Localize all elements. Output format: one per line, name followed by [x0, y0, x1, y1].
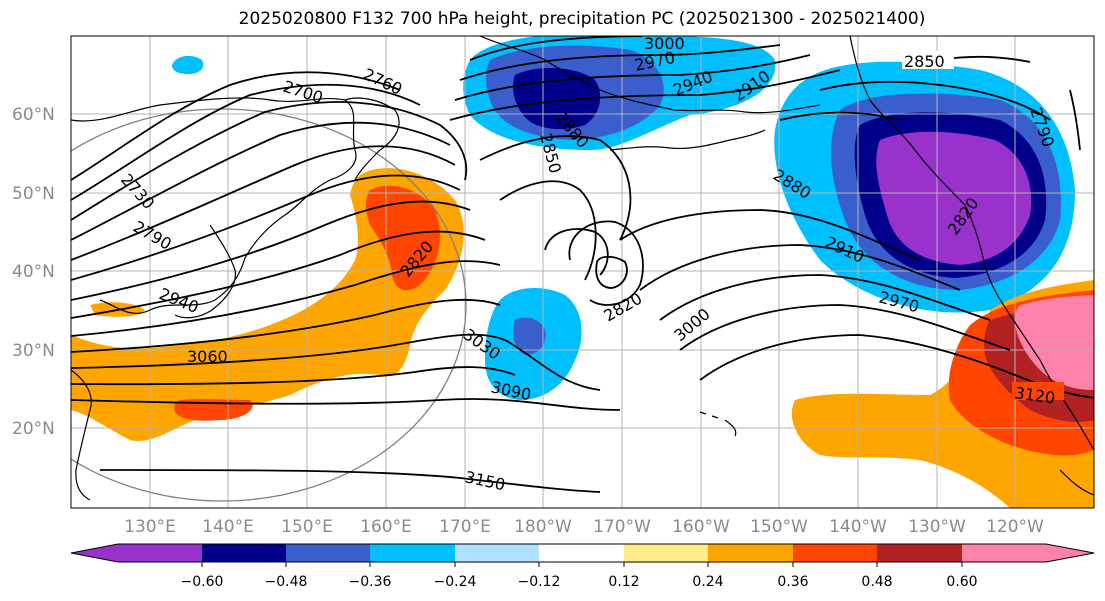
longitude-label: 170°E: [439, 517, 491, 537]
colorbar-extend-min: [71, 544, 118, 562]
longitude-label: 140°W: [829, 517, 887, 537]
latitude-label: 60°N: [12, 105, 55, 125]
colorbar-segment: [370, 544, 455, 562]
map-plot-area: 3000 2970 2940 2910 2850 2790 2760 2700 …: [71, 34, 1094, 508]
map-gridlines: [71, 36, 1094, 508]
longitude-axis: 130°E 140°E 150°E 160°E 170°E 180°W 170°…: [124, 517, 1044, 537]
longitude-label: 160°E: [360, 517, 412, 537]
colorbar-extend-max: [1046, 544, 1094, 562]
map-frame: [70, 35, 1095, 509]
latitude-label: 40°N: [12, 262, 55, 282]
longitude-label: 120°W: [986, 517, 1044, 537]
colorbar-segment: [286, 544, 370, 562]
colorbar-segment: [118, 544, 202, 562]
precip-positive-west-pacific-2: [365, 185, 440, 291]
coastline-mexico-gulf: [1059, 469, 1094, 496]
contour-label-2850: 2850: [904, 52, 945, 71]
height-contours: [71, 36, 1094, 493]
latitude-axis: 60°N 50°N 40°N 30°N 20°N: [12, 105, 55, 439]
colorbar-tick-label: 0.48: [861, 574, 892, 590]
colorbar-tick-label: −0.12: [518, 574, 561, 590]
contour-label-2760: 2760: [360, 64, 405, 98]
colorbar-tick-label: −0.60: [181, 574, 224, 590]
colorbar-segment: [708, 544, 793, 562]
contour-label-2700: 2700: [281, 77, 326, 108]
colorbar-segment: [793, 544, 877, 562]
colorbar-tick-label: 0.12: [608, 574, 639, 590]
precip-positive-west-pacific-3: [174, 399, 253, 421]
longitude-label: 180°W: [514, 517, 572, 537]
precip-negative-small-north: [172, 55, 204, 74]
colorbar-segment: [962, 544, 1046, 562]
colorbar-tick-label: 0.60: [946, 574, 977, 590]
colorbar-tick-label: −0.36: [349, 574, 392, 590]
precip-positive-west-pacific: [71, 168, 464, 441]
longitude-label: 160°W: [672, 517, 730, 537]
coastline-kamchatka: [344, 97, 400, 181]
contour-label-3000: 3000: [644, 34, 685, 53]
coastline-alaska: [479, 36, 821, 114]
coastline-asia: [71, 97, 357, 314]
colorbar-segment: [539, 544, 624, 562]
colorbar-segment: [624, 544, 708, 562]
map-title: 2025020800 F132 700 hPa height, precipit…: [238, 9, 926, 29]
contour-label-2730: 2730: [117, 170, 158, 213]
longitude-label: 130°W: [908, 517, 966, 537]
colorbar-tick-label: −0.24: [434, 574, 477, 590]
contour-label-3150: 3150: [463, 467, 507, 494]
colorbar-tick-label: −0.48: [265, 574, 308, 590]
contour-label-3000-central: 3000: [670, 304, 713, 345]
colorbar-segment: [455, 544, 539, 562]
longitude-label: 140°E: [202, 517, 254, 537]
colorbar-outline: [70, 543, 1095, 563]
coastline-japan: [174, 224, 237, 319]
contour-label-3060: 3060: [187, 347, 228, 366]
longitude-label: 150°E: [281, 517, 333, 537]
latitude-label: 20°N: [12, 419, 55, 439]
longitude-label: 170°W: [593, 517, 651, 537]
latitude-label: 50°N: [12, 184, 55, 204]
colorbar-segment: [202, 544, 286, 562]
coastline-china-south: [71, 369, 92, 501]
colorbar-segment: [877, 544, 962, 562]
contour-label-2940-west: 2940: [157, 284, 202, 317]
colorbar: −0.60 −0.48 −0.36 −0.24 −0.12 0.12 0.24 …: [70, 543, 1095, 590]
colorbar-segments: [70, 543, 1095, 567]
precip-negative-ne-pacific-4: [876, 131, 1032, 265]
longitude-label: 150°W: [750, 517, 808, 537]
coastline-aleutians: [609, 129, 766, 151]
colorbar-ticks: −0.60 −0.48 −0.36 −0.24 −0.12 0.12 0.24 …: [181, 574, 978, 590]
precip-positive-east-pacific-4: [1015, 295, 1094, 390]
latitude-label: 30°N: [12, 341, 55, 361]
contour-label-2820-central: 2820: [601, 289, 646, 326]
colorbar-tick-label: 0.24: [692, 574, 723, 590]
colorbar-tick-label: 0.36: [777, 574, 808, 590]
longitude-label: 130°E: [124, 517, 176, 537]
precip-negative-central-pacific-2: [513, 317, 546, 355]
coastline-hawaii: [699, 411, 737, 437]
contour-label-2790-west: 2790: [130, 217, 175, 254]
